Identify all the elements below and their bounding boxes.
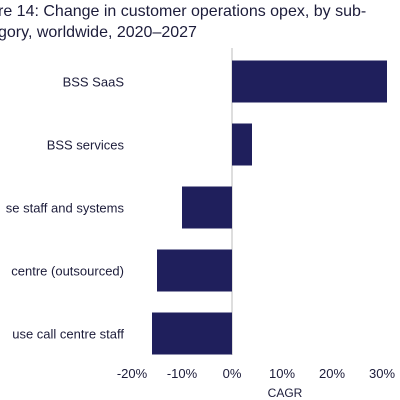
x-tick-label-2: 0% (223, 366, 242, 381)
x-tick-label-0: -20% (117, 366, 148, 381)
category-label-0: BSS SaaS (63, 75, 125, 90)
chart-title-line-2: gory, worldwide, 2020–2027 (0, 24, 197, 41)
category-label-3: centre (outsourced) (11, 264, 124, 279)
category-label-1: BSS services (47, 138, 125, 153)
category-label-4: use call centre staff (12, 327, 124, 342)
chart-title-line-1: re 14: Change in customer operations ope… (0, 3, 367, 20)
bar-3 (157, 249, 232, 292)
bar-2 (182, 186, 232, 229)
category-label-2: se staff and systems (6, 201, 125, 216)
x-tick-label-1: -10% (167, 366, 198, 381)
x-tick-label-4: 20% (319, 366, 345, 381)
chart-title: re 14: Change in customer operations ope… (0, 0, 400, 44)
x-tick-label-5: 30% (369, 366, 395, 381)
bar-1 (232, 123, 252, 166)
bar-4 (152, 312, 232, 355)
bar-0 (232, 60, 387, 103)
x-tick-label-3: 10% (269, 366, 295, 381)
x-axis-label: CAGR (268, 386, 303, 400)
